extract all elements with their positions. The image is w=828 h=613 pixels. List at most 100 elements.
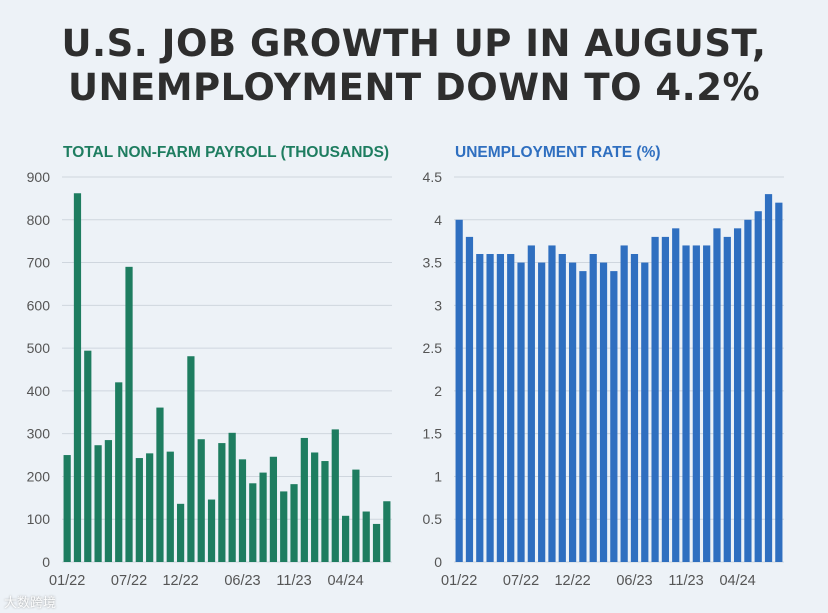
unemployment-bar: [651, 236, 659, 562]
payroll-bar: [372, 523, 381, 562]
unemployment-bar: [507, 254, 515, 562]
unemployment-y-tick-label: 0.5: [423, 511, 443, 527]
unemployment-bar: [713, 228, 721, 563]
unemployment-bar: [754, 211, 762, 562]
payroll-bar: [311, 452, 319, 562]
unemployment-y-tick-label: 1: [434, 468, 442, 484]
payroll-bar: [176, 503, 185, 562]
payroll-bar: [321, 461, 329, 562]
unemployment-bar: [775, 202, 783, 562]
payroll-bar: [280, 491, 288, 562]
unemployment-bar: [517, 262, 525, 562]
payroll-bar: [238, 459, 247, 562]
payroll-bar: [104, 440, 113, 562]
unemployment-bar: [548, 245, 556, 562]
payroll-bar: [135, 458, 143, 562]
unemployment-x-tick-label: 11/23: [668, 573, 703, 589]
headline-line-2: UNEMPLOYMENT DOWN TO 4.2%: [67, 66, 761, 109]
unemployment-bar: [558, 254, 566, 562]
payroll-y-tick-label: 700: [27, 255, 51, 271]
payroll-bar: [84, 350, 92, 562]
payroll-bar: [187, 356, 195, 562]
unemployment-bar: [692, 245, 700, 562]
unemployment-bar: [744, 219, 752, 562]
payroll-x-tick-label: 12/22: [162, 573, 198, 589]
unemployment-bar: [527, 245, 535, 562]
payroll-bar: [290, 484, 298, 562]
unemployment-x-tick-label: 01/22: [441, 573, 477, 589]
payroll-bar: [156, 407, 164, 562]
payroll-y-tick-label: 900: [27, 169, 51, 185]
payroll-bar: [94, 445, 102, 562]
unemployment-y-tick-label: 0: [434, 554, 442, 570]
unemployment-bar: [733, 228, 742, 563]
unemployment-bar: [610, 271, 618, 562]
payroll-y-tick-label: 600: [27, 297, 51, 313]
payroll-bar: [63, 455, 71, 562]
unemployment-y-tick-label: 2: [434, 383, 442, 399]
unemployment-x-tick-label: 06/23: [616, 573, 652, 589]
payroll-y-tick-label: 300: [27, 426, 51, 442]
payroll-bar: [331, 429, 339, 562]
payroll-bar: [383, 501, 391, 562]
unemployment-bar: [476, 254, 484, 562]
unemployment-y-tick-label: 4.5: [423, 169, 443, 185]
unemployment-bar: [568, 262, 577, 562]
payroll-bar: [207, 499, 216, 562]
payroll-bar: [125, 266, 133, 562]
payroll-chart-title: TOTAL NON-FARM PAYROLL (THOUSANDS): [63, 144, 390, 161]
payroll-x-tick-label: 11/23: [276, 573, 311, 589]
unemployment-y-tick-label: 1.5: [423, 426, 443, 442]
payroll-y-tick-label: 200: [27, 468, 51, 484]
unemployment-y-tick-label: 4: [434, 212, 442, 228]
payroll-bar: [115, 382, 123, 562]
unemployment-bar: [764, 194, 773, 562]
watermark: 大数跨境: [4, 596, 57, 611]
payroll-y-tick-label: 100: [27, 511, 51, 527]
unemployment-x-tick-label: 12/22: [554, 573, 590, 589]
payroll-bar: [341, 515, 350, 562]
payroll-bar: [249, 483, 257, 562]
payroll-bar: [218, 443, 226, 562]
unemployment-bar: [630, 254, 639, 562]
unemployment-bar: [579, 271, 587, 562]
unemployment-bar: [672, 228, 680, 563]
payroll-bar: [166, 451, 174, 562]
unemployment-bar: [599, 262, 608, 562]
payroll-x-tick-label: 04/24: [327, 573, 363, 589]
unemployment-chart-title: UNEMPLOYMENT RATE (%): [455, 144, 661, 161]
payroll-x-tick-label: 07/22: [111, 573, 147, 589]
payroll-bar: [73, 193, 82, 562]
unemployment-bar: [703, 245, 711, 562]
unemployment-bar: [538, 262, 546, 562]
payroll-bar: [362, 511, 370, 562]
payroll-y-tick-label: 0: [42, 554, 50, 570]
payroll-bar: [228, 432, 236, 562]
unemployment-y-tick-label: 3.5: [423, 255, 443, 271]
payroll-bar: [146, 453, 154, 562]
payroll-bar: [300, 437, 308, 562]
headline: U.S. JOB GROWTH UP IN AUGUST, UNEMPLOYME…: [0, 22, 828, 110]
headline-line-1: U.S. JOB GROWTH UP IN AUGUST,: [61, 22, 767, 65]
unemployment-x-tick-label: 04/24: [719, 573, 755, 589]
payroll-bar: [259, 472, 267, 562]
unemployment-bar: [641, 262, 649, 562]
payroll-y-tick-label: 400: [27, 383, 51, 399]
unemployment-bar: [496, 254, 505, 562]
unemployment-bar: [723, 236, 731, 562]
unemployment-bar: [486, 254, 494, 562]
unemployment-bar: [661, 236, 670, 562]
unemployment-bar: [620, 245, 628, 562]
unemployment-y-tick-label: 2.5: [423, 340, 443, 356]
unemployment-x-tick-label: 07/22: [503, 573, 539, 589]
unemployment-y-tick-label: 3: [434, 297, 442, 313]
payroll-y-tick-label: 500: [27, 340, 51, 356]
payroll-x-tick-label: 06/23: [224, 573, 260, 589]
payroll-y-tick-label: 800: [27, 212, 51, 228]
payroll-bar: [197, 439, 205, 562]
unemployment-bar: [589, 254, 597, 562]
payroll-x-tick-label: 01/22: [49, 573, 85, 589]
payroll-bar: [352, 469, 360, 562]
